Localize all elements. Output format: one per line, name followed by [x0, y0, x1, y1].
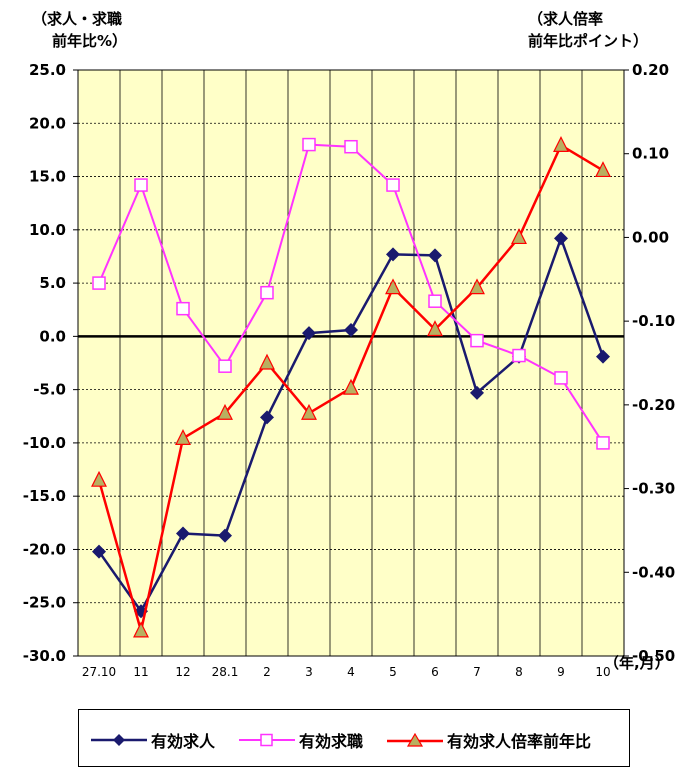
- data-point-square: [260, 285, 274, 300]
- x-tick-label: 5: [389, 665, 397, 679]
- data-point-square: [134, 178, 148, 192]
- data-point-triangle: [343, 378, 359, 395]
- data-point-diamond: [218, 528, 232, 543]
- legend-marker-square: [239, 733, 295, 747]
- data-point-diamond: [176, 526, 190, 541]
- legend-item-job-seekers: 有効求職: [239, 728, 363, 752]
- right-tick-label: 0.00: [632, 228, 669, 246]
- x-tick-label: 8: [515, 665, 523, 679]
- x-axis-unit-label: （年,月）: [604, 654, 670, 672]
- x-tick-label: 27.10: [82, 665, 116, 679]
- plot-area: [77, 69, 625, 657]
- left-tick-label: -30.0: [23, 647, 66, 665]
- legend-item-job-openings: 有効求人: [91, 728, 215, 752]
- left-axis-title-line2: 前年比%）: [52, 32, 128, 50]
- right-axis-title-line1: （求人倍率: [528, 10, 604, 28]
- data-point-square: [428, 294, 442, 308]
- data-point-diamond: [596, 349, 610, 364]
- data-point-square: [470, 333, 484, 348]
- data-point-triangle: [553, 136, 569, 152]
- x-tick-label: 7: [473, 665, 481, 679]
- legend-label-ratio-change: 有効求人倍率前年比: [447, 732, 592, 751]
- chart-canvas: 25.0 20.0 15.0 10.0 5.0 0.0 -5.0 -10.0 -15.0 -20.…: [23, 61, 676, 679]
- data-point-diamond: [260, 410, 274, 425]
- legend: 有効求人 有効求職 有効求人倍率前年比: [78, 709, 630, 767]
- x-tick-label: 11: [133, 665, 148, 679]
- data-point-triangle: [511, 228, 527, 245]
- legend-label-job-seekers: 有効求職: [299, 732, 364, 751]
- right-tick-label: -0.20: [632, 396, 675, 414]
- left-tick-label: -15.0: [23, 487, 66, 505]
- x-tick-label: 6: [431, 665, 439, 679]
- data-point-square: [344, 139, 358, 154]
- right-tick-label: 0.20: [632, 61, 669, 79]
- right-axis-ticks: 0.20 0.10 0.00 -0.10 -0.20 -0.30 -0.40 -0.50: [624, 61, 675, 665]
- left-tick-label: 10.0: [29, 221, 66, 239]
- left-tick-label: 15.0: [29, 168, 66, 186]
- right-tick-label: 0.10: [632, 145, 669, 163]
- legend-label-job-openings: 有効求人: [151, 732, 216, 751]
- data-point-triangle: [217, 403, 233, 420]
- data-point-square: [596, 436, 610, 450]
- data-point-triangle: [91, 470, 107, 487]
- right-tick-label: -0.40: [632, 563, 675, 581]
- data-point-diamond: [386, 247, 400, 262]
- left-tick-label: 25.0: [29, 61, 66, 79]
- left-axis-ticks: 25.0 20.0 15.0 10.0 5.0 0.0 -5.0 -10.0 -15.0 -20.…: [23, 61, 78, 665]
- data-point-square: [386, 178, 400, 192]
- data-point-triangle: [175, 429, 191, 445]
- data-point-diamond: [428, 248, 442, 263]
- x-tick-label: 10: [595, 665, 610, 679]
- left-axis-title-line1: （求人・求職: [32, 10, 123, 28]
- right-tick-label: -0.50: [632, 647, 675, 665]
- data-point-diamond: [302, 326, 316, 341]
- legend-item-ratio-change: 有効求人倍率前年比: [387, 728, 591, 752]
- left-tick-label: 20.0: [29, 114, 66, 132]
- data-point-triangle: [133, 621, 149, 638]
- data-point-square: [554, 371, 568, 385]
- series-layer: [91, 136, 611, 638]
- left-tick-label: 5.0: [39, 274, 66, 292]
- data-point-square: [176, 301, 190, 316]
- x-axis-ticks: 27.10 11 12 28.1 2 3 4 5 6 7 8 9 10: [82, 665, 611, 679]
- right-axis-title: （求人倍率 前年比ポイント）: [528, 8, 648, 52]
- x-tick-label: 3: [305, 665, 313, 679]
- data-point-square: [512, 348, 526, 363]
- left-tick-label: -10.0: [23, 434, 66, 452]
- x-tick-label: 2: [263, 665, 271, 679]
- data-point-diamond: [344, 322, 358, 337]
- legend-marker-triangle: [387, 733, 443, 747]
- data-point-triangle: [259, 353, 275, 370]
- data-point-triangle: [301, 403, 317, 420]
- data-point-diamond: [554, 231, 568, 246]
- right-tick-label: -0.30: [632, 480, 675, 498]
- data-point-triangle: [469, 278, 485, 295]
- right-tick-label: -0.10: [632, 312, 675, 330]
- data-point-square: [302, 137, 316, 152]
- x-tick-label: 28.1: [212, 665, 239, 679]
- left-tick-label: 0.0: [39, 327, 66, 345]
- data-point-triangle: [595, 161, 611, 178]
- data-point-diamond: [92, 544, 106, 559]
- data-point-square: [218, 359, 232, 373]
- left-axis-title: （求人・求職 前年比%）: [32, 8, 127, 52]
- right-axis-title-line2: 前年比ポイント）: [528, 32, 649, 50]
- x-tick-label: 4: [347, 665, 355, 679]
- legend-marker-diamond: [91, 734, 147, 746]
- x-tick-label: 12: [175, 665, 190, 679]
- data-point-triangle: [427, 320, 443, 337]
- data-point-diamond: [470, 385, 484, 400]
- data-point-triangle: [385, 278, 401, 295]
- left-tick-label: -25.0: [23, 594, 66, 612]
- left-tick-label: -5.0: [33, 381, 66, 399]
- data-point-square: [92, 276, 106, 290]
- left-tick-label: -20.0: [23, 540, 66, 558]
- x-tick-label: 9: [557, 665, 565, 679]
